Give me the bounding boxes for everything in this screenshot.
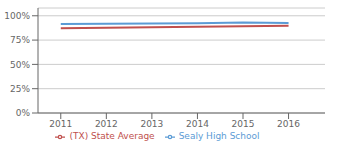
svg-text:2016: 2016 bbox=[277, 119, 300, 129]
svg-text:2015: 2015 bbox=[232, 119, 255, 129]
svg-text:0%: 0% bbox=[16, 108, 31, 118]
svg-text:25%: 25% bbox=[10, 84, 30, 94]
svg-text:100%: 100% bbox=[8, 11, 30, 21]
svg-text:75%: 75% bbox=[10, 35, 30, 45]
svg-text:2013: 2013 bbox=[140, 119, 163, 129]
html-text:(TX) State Average: (TX) State Average bbox=[69, 131, 155, 141]
html-text:Sealy High School: Sealy High School bbox=[178, 131, 260, 141]
svg-text:2011: 2011 bbox=[49, 119, 72, 129]
svg-text:2012: 2012 bbox=[95, 119, 118, 129]
svg-text:2014: 2014 bbox=[186, 119, 209, 129]
svg-text:50%: 50% bbox=[10, 60, 30, 70]
